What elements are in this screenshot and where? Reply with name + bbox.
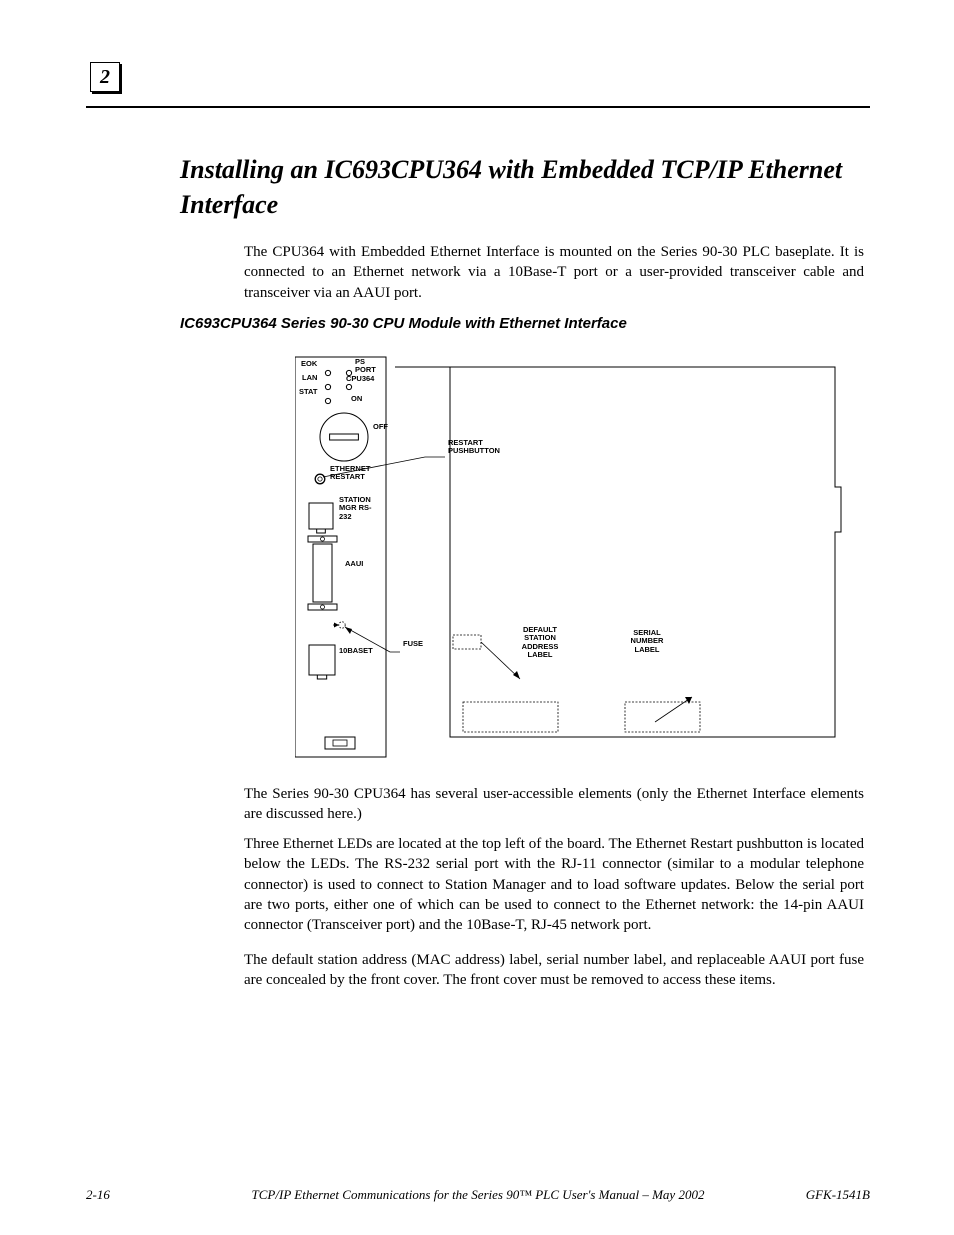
switch-on-label: ON — [351, 395, 362, 403]
module-diagram: EOK LAN STAT PS PORT CPU364 ON OFF ETHER… — [295, 348, 845, 766]
restart-callout-label: RESTART PUSHBUTTON — [448, 439, 518, 456]
paragraph-3: Three Ethernet LEDs are located at the t… — [244, 834, 864, 935]
diagram-subheading: IC693CPU364 Series 90-30 CPU Module with… — [180, 315, 627, 332]
fuse-callout-label: FUSE — [403, 640, 423, 648]
aaui-label: AAUI — [345, 560, 363, 568]
default-addr-label: DEFAULT STATION ADDRESS LABEL — [513, 626, 567, 659]
diagram-svg — [295, 348, 845, 766]
led-psport-label: PS PORT — [355, 358, 381, 375]
led-stat-label: STAT — [299, 388, 317, 396]
restart-label: ETHERNET RESTART — [330, 465, 384, 482]
led-lan-label: LAN — [302, 374, 317, 382]
rj45-label: 10BASET — [339, 647, 373, 655]
header-rule — [86, 106, 870, 108]
page-title: Installing an IC693CPU364 with Embedded … — [180, 152, 862, 222]
serial-number-label: SERIAL NUMBER LABEL — [623, 629, 671, 654]
footer-doc-id: GFK-1541B — [806, 1187, 870, 1203]
led-cpu364-label: CPU364 — [346, 375, 374, 383]
paragraph-2: The Series 90-30 CPU364 has several user… — [244, 784, 864, 825]
paragraph-4: The default station address (MAC address… — [244, 950, 864, 991]
rj11-label: STATION MGR RS-232 — [339, 496, 383, 521]
led-eok-label: EOK — [301, 360, 317, 368]
footer-doc-title: TCP/IP Ethernet Communications for the S… — [86, 1187, 870, 1203]
switch-off-label: OFF — [373, 423, 388, 431]
chapter-number-box: 2 — [90, 62, 120, 92]
intro-paragraph: The CPU364 with Embedded Ethernet Interf… — [244, 242, 864, 303]
